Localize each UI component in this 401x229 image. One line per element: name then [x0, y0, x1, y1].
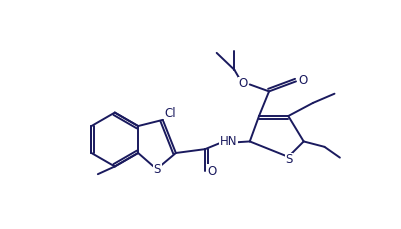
Text: O: O — [238, 77, 247, 90]
Text: O: O — [207, 165, 217, 178]
Text: HN: HN — [219, 135, 237, 148]
Text: Cl: Cl — [165, 107, 176, 120]
Text: S: S — [286, 153, 293, 166]
Text: S: S — [154, 164, 161, 176]
Text: O: O — [298, 74, 308, 87]
